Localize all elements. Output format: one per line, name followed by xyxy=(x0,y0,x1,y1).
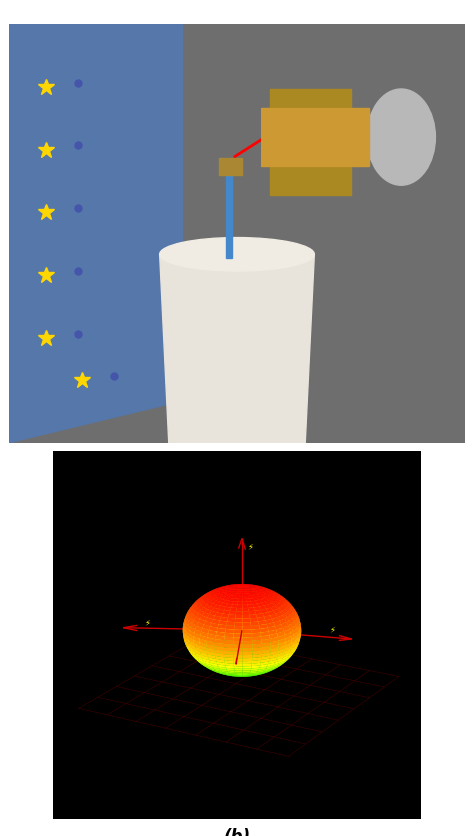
Bar xyxy=(261,110,369,167)
Text: (a): (a) xyxy=(224,468,250,487)
Bar xyxy=(226,167,232,259)
Ellipse shape xyxy=(367,90,436,186)
Bar xyxy=(219,159,242,176)
Polygon shape xyxy=(9,25,182,443)
Ellipse shape xyxy=(160,238,314,272)
Bar xyxy=(270,90,351,196)
Polygon shape xyxy=(160,255,314,443)
Text: (b): (b) xyxy=(223,827,251,836)
